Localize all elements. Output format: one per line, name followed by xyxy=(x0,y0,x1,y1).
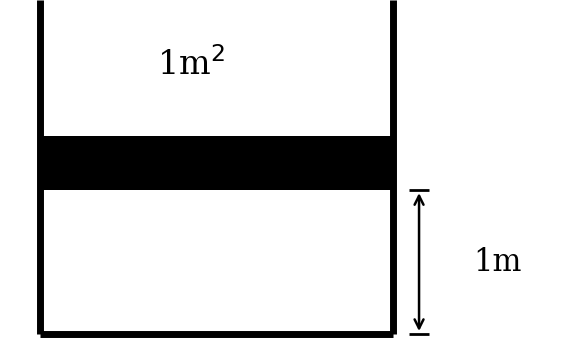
Text: 1m: 1m xyxy=(473,247,521,278)
Text: 1m$^2$: 1m$^2$ xyxy=(157,47,225,82)
Bar xyxy=(40,136,393,190)
